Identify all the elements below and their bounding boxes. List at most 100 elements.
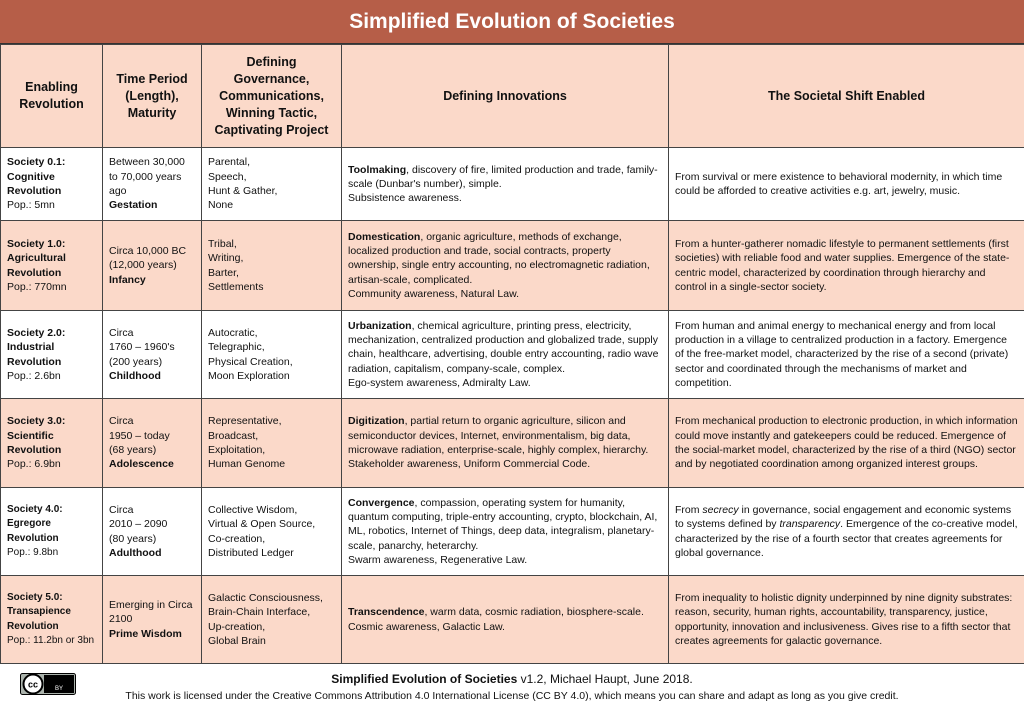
shift-cell: From human and animal energy to mechanic… — [668, 310, 1024, 399]
column-header: Enabling Revolution — [0, 44, 103, 148]
awareness: Swarm awareness, Regenerative Law. — [348, 553, 528, 566]
governance-line: Telegraphic, — [208, 341, 265, 354]
society-name: Society 4.0: Egregore Revolution — [7, 503, 96, 546]
governance-cell: Autocratic, Telegraphic, Physical Creation… — [201, 310, 342, 399]
shift-text: transparency — [779, 518, 841, 531]
shift-text: From a hunter-gatherer nomadic lifestyle… — [675, 237, 1010, 293]
badge-cc: cc — [28, 680, 38, 690]
awareness: Community awareness, Natural Law. — [348, 287, 519, 300]
table-row: Society 2.0: Industrial Revolution Pop.: 2… — [0, 310, 1024, 399]
badge-dark — [44, 675, 74, 693]
society-name: Society 3.0: Scientific Revolution — [7, 414, 96, 457]
population: Pop.: 6.9bn — [7, 458, 61, 471]
evolution-table: Enabling Revolution Time Period (Length),… — [0, 44, 1024, 664]
governance-line: Representative, — [208, 415, 282, 428]
shift-text: From inequality to holistic dignity unde… — [675, 591, 1013, 647]
governance-cell: Collective Wisdom, Virtual & Open Source,… — [201, 487, 342, 576]
governance-cell: Tribal, Writing, Barter, Settlements — [201, 220, 342, 311]
maturity: Gestation — [109, 199, 158, 212]
population: Pop.: 2.6bn — [7, 369, 61, 382]
title: Simplified Evolution of Societies — [349, 9, 675, 33]
revolution-cell: Society 5.0: Transapience Revolution Pop.:… — [0, 575, 103, 664]
table-body: Society 0.1: Cognitive Revolution Pop.: 5m… — [0, 147, 1024, 664]
governance-cell: Representative, Broadcast, Exploitation, Hu… — [201, 398, 342, 488]
revolution: Cognitive Revolution — [7, 170, 62, 197]
innovation-cell: Transcendence, warm data, cosmic radiati… — [341, 575, 669, 664]
society: Society 5.0: — [7, 591, 63, 603]
innovation-text: , compassion, operating system for human… — [348, 496, 658, 552]
society: Society 2.0: — [7, 326, 66, 339]
innovation-term: Toolmaking — [348, 163, 407, 176]
shift-cell: From survival or mere existence to behav… — [668, 147, 1024, 221]
table-row: Society 0.1: Cognitive Revolution Pop.: 5m… — [0, 147, 1024, 221]
awareness: Stakeholder awareness, Uniform Commercia… — [348, 458, 591, 471]
innovations: Digitization, partial return to organic … — [348, 414, 662, 457]
innovation-text: , warm data, cosmic radiation, biosphere… — [424, 606, 644, 619]
society: Society 1.0: — [7, 237, 66, 250]
population: Pop.: 5mn — [7, 199, 55, 212]
shift-text: From — [675, 503, 703, 516]
governance-line: Virtual & Open Source, — [208, 518, 316, 531]
maturity: Adulthood — [109, 546, 162, 559]
period-cell: Emerging in Circa 2100 Prime Wisdom — [102, 575, 202, 664]
title-bar: Simplified Evolution of Societies — [0, 0, 1024, 44]
population: Pop.: 770mn — [7, 280, 67, 293]
governance-line: Moon Exploration — [208, 369, 290, 382]
table-row: Society 4.0: Egregore Revolution Pop.: 9.8… — [0, 487, 1024, 576]
governance-line: Speech, — [208, 170, 247, 183]
revolution-cell: Society 4.0: Egregore Revolution Pop.: 9.8… — [0, 487, 103, 576]
shift-cell: From secrecy in governance, social engag… — [668, 487, 1024, 576]
innovations: Convergence, compassion, operating syste… — [348, 496, 662, 553]
table-row: Society 5.0: Transapience Revolution Pop.:… — [0, 575, 1024, 664]
society-name: Society 0.1: Cognitive Revolution — [7, 155, 96, 198]
innovation-text: , discovery of fire, limited production … — [348, 163, 658, 190]
revolution: Scientific Revolution — [7, 429, 62, 456]
innovations: Domestication, organic agriculture, meth… — [348, 230, 662, 287]
society: Society 4.0: — [7, 503, 63, 515]
governance-line: Galactic Consciousness, — [208, 591, 323, 604]
header-row: Enabling Revolution Time Period (Length),… — [0, 44, 1024, 148]
shift-cell: From mechanical production to electronic… — [668, 398, 1024, 488]
maturity: Prime Wisdom — [109, 627, 182, 640]
governance-line: None — [208, 199, 234, 212]
period-line: 2010 – 2090 — [109, 518, 168, 531]
innovation-cell: Domestication, organic agriculture, meth… — [341, 220, 669, 311]
governance-line: Collective Wisdom, — [208, 503, 298, 516]
period-line: (80 years) — [109, 532, 157, 545]
revolution-cell: Society 3.0: Scientific Revolution Pop.: 6… — [0, 398, 103, 488]
innovation-text: , chemical agriculture, printing press, … — [348, 319, 659, 375]
society-name: Society 2.0: Industrial Revolution — [7, 326, 96, 369]
governance-line: Autocratic, — [208, 326, 258, 339]
period-line: 1950 – today — [109, 429, 170, 442]
shift-text: in governance, social engagement and eco… — [675, 503, 1012, 531]
governance-line: Tribal, — [208, 237, 237, 250]
innovations: Urbanization, chemical agriculture, prin… — [348, 319, 662, 376]
governance-line: Parental, — [208, 156, 251, 169]
period-line: Circa — [109, 326, 134, 339]
governance-line: Settlements — [208, 280, 264, 293]
innovation-cell: Convergence, compassion, operating syste… — [341, 487, 669, 576]
revolution-cell: Society 1.0: Agricultural Revolution Pop.:… — [0, 220, 103, 311]
governance-cell: Galactic Consciousness, Brain-Chain Inter… — [201, 575, 342, 664]
revolution-cell: Society 2.0: Industrial Revolution Pop.: 2… — [0, 310, 103, 399]
revolution: Industrial Revolution — [7, 341, 62, 368]
footer: cc BY Simplified Evolution of Societies … — [0, 664, 1024, 721]
period-cell: Circa 2010 – 2090 (80 years) Adulthood — [102, 487, 202, 576]
column-header: Defining Governance, Communications, Win… — [201, 44, 342, 148]
innovations: Transcendence, warm data, cosmic radiati… — [348, 605, 662, 619]
innovation-term: Transcendence — [348, 606, 425, 619]
society: Society 3.0: — [7, 415, 66, 428]
governance-line: Human Genome — [208, 458, 286, 471]
period-line: (68 years) — [109, 444, 157, 456]
shift-text: . Emergence of the co-creative model, ch… — [675, 518, 1018, 559]
period-line: (200 years) — [109, 355, 163, 368]
innovation-cell: Digitization, partial return to organic … — [341, 398, 669, 488]
population: Pop.: 9.8bn — [7, 546, 59, 558]
innovations: Toolmaking, discovery of fire, limited p… — [348, 163, 662, 192]
shift-cell: From inequality to holistic dignity unde… — [668, 575, 1024, 664]
society-name: Society 1.0: Agricultural Revolution — [7, 237, 96, 280]
shift-text: From survival or mere existence to behav… — [675, 170, 1003, 197]
society: Society 0.1: — [7, 156, 66, 169]
column-header: The Societal Shift Enabled — [668, 44, 1024, 148]
